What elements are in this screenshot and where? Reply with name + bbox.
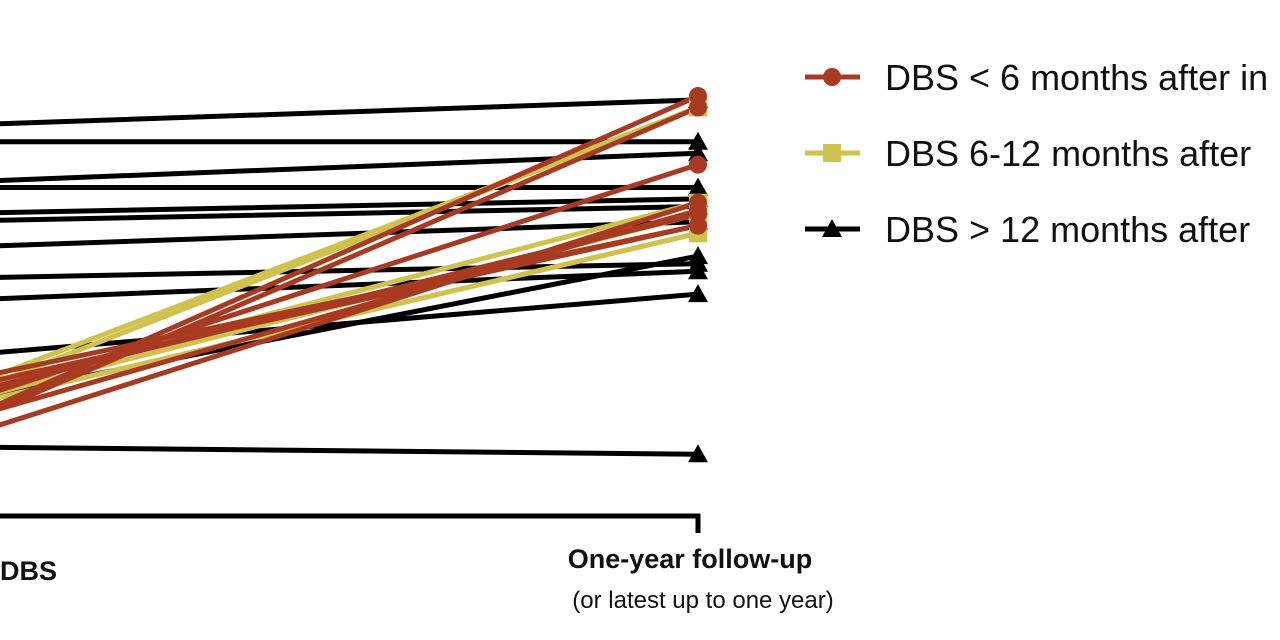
legend-marker-square <box>823 144 841 162</box>
legend-item-mid: DBS 6-12 months after <box>805 133 1251 174</box>
legend-label-mid: DBS 6-12 months after <box>885 133 1251 174</box>
markers <box>688 87 708 463</box>
x-tick-sublabel-followup: (or latest up to one year) <box>572 587 833 614</box>
series-late-line-5 <box>0 196 701 216</box>
plot-area <box>0 93 701 457</box>
series-late-point-11 <box>688 246 708 265</box>
series-late-line-9 <box>0 268 701 302</box>
legend-label-late: DBS > 12 months after <box>885 209 1250 250</box>
series-early-line-2 <box>0 104 701 412</box>
series-early-point-8 <box>689 205 707 224</box>
series-early-point-2 <box>689 98 707 117</box>
x-tick-label-dbs: DBS <box>0 556 57 586</box>
series-late-point-3 <box>688 143 708 162</box>
series-late-point-9 <box>688 261 708 280</box>
series-early-point-3 <box>689 155 707 174</box>
series-late-line-7 <box>0 219 701 249</box>
legend-item-early: DBS < 6 months after in <box>805 57 1268 98</box>
series-early-line-1 <box>0 93 701 407</box>
series-late-line-1 <box>0 97 701 127</box>
series-late-point-2 <box>688 131 708 150</box>
series-late-line-12 <box>0 444 701 457</box>
legend: DBS < 6 months after in DBS 6-12 months … <box>805 57 1268 250</box>
x-axis: DBS One-year follow-up (or latest up to … <box>0 513 834 614</box>
legend-marker-triangle <box>822 219 842 237</box>
legend-marker-circle <box>823 68 841 86</box>
series-mid-line-2 <box>0 104 701 377</box>
legend-item-late: DBS > 12 months after <box>805 209 1250 250</box>
series-late-point-10 <box>688 284 708 303</box>
series-late-point-12 <box>688 444 708 463</box>
series-late-point-4 <box>688 177 708 196</box>
legend-label-early: DBS < 6 months after in <box>885 57 1268 98</box>
x-tick-label-followup: One-year follow-up <box>568 544 813 574</box>
series-early-line-8 <box>0 211 701 388</box>
series-late-line-3 <box>0 150 701 184</box>
